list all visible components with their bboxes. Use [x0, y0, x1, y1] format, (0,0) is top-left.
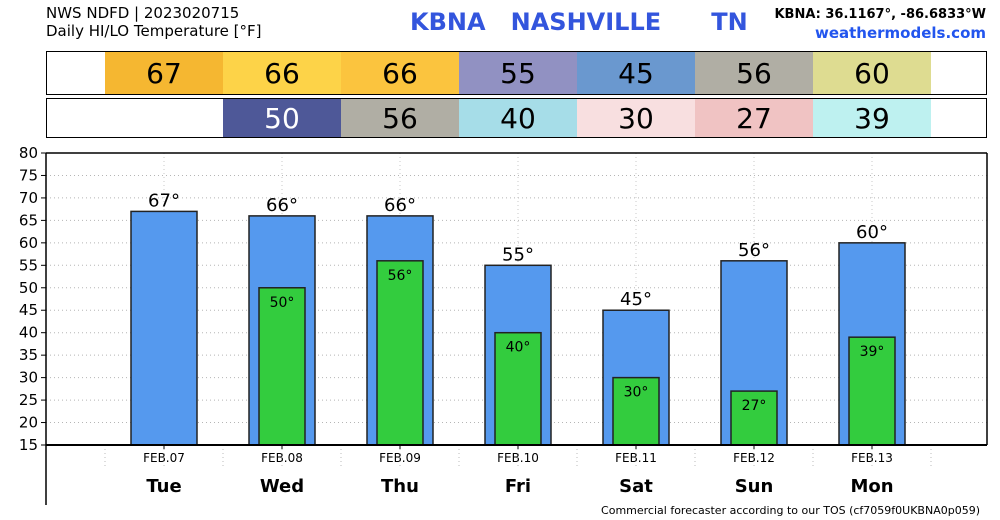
low-bar-label: 39° — [860, 344, 885, 360]
high-temp-cell: 45 — [577, 52, 695, 94]
y-tick-label: 15 — [19, 436, 38, 454]
low-bar — [376, 260, 424, 446]
low-bar — [258, 287, 306, 446]
header-left: NWS NDFD | 2023020715 Daily HI/LO Temper… — [46, 4, 262, 40]
x-day-label: Wed — [260, 476, 304, 497]
low-temp-cell: 27 — [695, 99, 813, 137]
high-temp-cell: 55 — [459, 52, 577, 94]
y-tick-label: 25 — [19, 391, 38, 409]
station-title: KBNA NASHVILLE TN — [410, 8, 748, 36]
high-temp-cell: 60 — [813, 52, 931, 94]
low-temp-cell: 40 — [459, 99, 577, 137]
high-bar-label: 55° — [502, 244, 534, 265]
high-bar-label: 60° — [856, 222, 888, 243]
low-bar-label: 27° — [742, 398, 767, 414]
y-tick-label: 30 — [19, 369, 38, 387]
x-day-label: Thu — [381, 476, 419, 497]
low-temp-cell: 50 — [223, 99, 341, 137]
high-bar-label: 66° — [266, 195, 298, 216]
station-coords: KBNA: 36.1167°, -86.6833°W — [774, 7, 986, 22]
header-line1: NWS NDFD | 2023020715 — [46, 4, 240, 22]
low-temp-cell: 39 — [813, 99, 931, 137]
high-bar-label: 45° — [620, 289, 652, 310]
low-temp-cell — [105, 99, 223, 137]
x-day-label: Tue — [146, 476, 181, 497]
y-tick-label: 60 — [19, 234, 38, 252]
x-day-label: Fri — [505, 476, 531, 497]
high-temp-cell: 66 — [341, 52, 459, 94]
low-bar-label: 30° — [624, 385, 649, 401]
high-bar-label: 67° — [148, 190, 180, 211]
header-right: KBNA: 36.1167°, -86.6833°W weathermodels… — [774, 6, 986, 42]
low-bar-label: 40° — [506, 340, 531, 356]
low-bar — [730, 390, 778, 446]
y-tick-label: 65 — [19, 211, 38, 229]
y-tick-label: 75 — [19, 166, 38, 184]
high-temp-cell: 67 — [105, 52, 223, 94]
low-temp-cell: 56 — [341, 99, 459, 137]
header-line2: Daily HI/LO Temperature [°F] — [46, 22, 262, 40]
y-tick-label: 55 — [19, 256, 38, 274]
y-tick-label: 35 — [19, 346, 38, 364]
y-tick-label: 70 — [19, 189, 38, 207]
y-tick-label: 20 — [19, 414, 38, 432]
high-temp-strip: 67 66 66 55 45 56 60 — [46, 51, 987, 95]
high-bar-label: 66° — [384, 195, 416, 216]
low-bar — [494, 331, 542, 446]
x-day-label: Sat — [619, 476, 653, 497]
y-tick-label: 50 — [19, 279, 38, 297]
low-bar — [848, 336, 896, 446]
footer-note: Commercial forecaster according to our T… — [601, 504, 980, 517]
x-day-label: Mon — [850, 476, 893, 497]
low-bar-label: 50° — [270, 295, 295, 311]
high-bar-label: 56° — [738, 240, 770, 261]
high-temp-cell: 56 — [695, 52, 813, 94]
low-temp-cell: 30 — [577, 99, 695, 137]
y-tick-label: 40 — [19, 324, 38, 342]
y-tick-label: 45 — [19, 301, 38, 319]
high-bar — [130, 210, 198, 446]
high-temp-cell: 66 — [223, 52, 341, 94]
y-tick-label: 80 — [19, 144, 38, 162]
low-temp-strip: 50 56 40 30 27 39 — [46, 98, 987, 138]
low-bar-label: 56° — [388, 268, 413, 284]
x-day-label: Sun — [735, 476, 774, 497]
site-link[interactable]: weathermodels.com — [814, 24, 986, 42]
